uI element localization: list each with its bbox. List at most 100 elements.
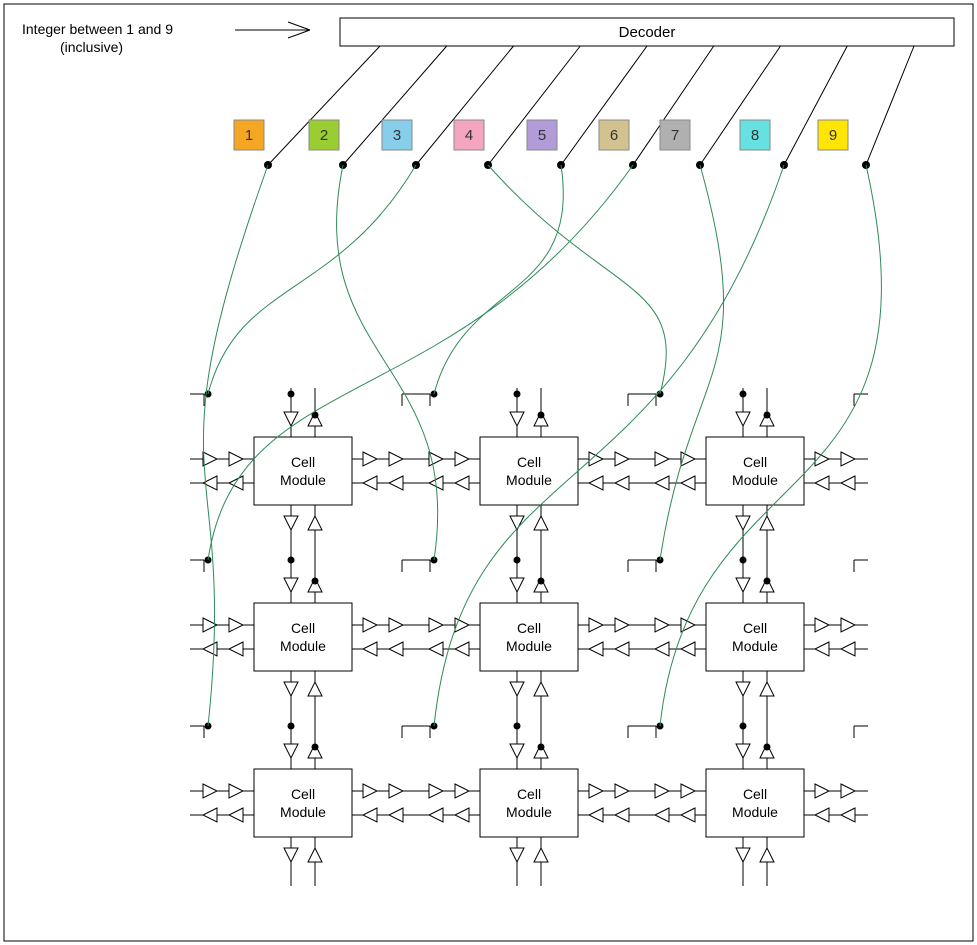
buffer-icon: [229, 476, 243, 490]
buffer-icon: [736, 682, 750, 696]
buffer-icon: [455, 808, 469, 822]
cell-tile-2-0: Cell Module: [190, 720, 416, 886]
junction-dot: [538, 412, 545, 419]
buffer-icon: [589, 784, 603, 798]
buffer-icon: [841, 476, 855, 490]
buffer-icon: [841, 452, 855, 466]
buffer-icon: [815, 642, 829, 656]
buffer-icon: [615, 618, 629, 632]
input-label-line1: Integer between 1 and 9: [22, 21, 173, 37]
cell-module-label-1: Cell: [291, 620, 315, 636]
buffer-icon: [681, 476, 695, 490]
buffer-icon: [455, 452, 469, 466]
buffer-icon: [760, 848, 774, 862]
cell-module-box: [706, 769, 804, 837]
buffer-icon: [429, 642, 443, 656]
cell-module-label-2: Module: [280, 638, 326, 654]
buffer-icon: [760, 516, 774, 530]
route-out3-to-r0c0: [208, 165, 416, 394]
buffer-icon: [615, 452, 629, 466]
buffer-icon: [229, 784, 243, 798]
buffer-icon: [389, 476, 403, 490]
buffer-icon: [510, 848, 524, 862]
junction-dot: [312, 578, 319, 585]
buffer-icon: [736, 578, 750, 592]
cell-tile-2-2: CellModule: [642, 720, 868, 886]
buffer-icon: [363, 452, 377, 466]
buffer-icon: [615, 642, 629, 656]
buffer-icon: [655, 476, 669, 490]
buffer-icon: [455, 476, 469, 490]
cell-module-label-1: Cell: [517, 786, 541, 802]
cell-module-label-1: Cell: [743, 620, 767, 636]
decoder-value-label-3: 3: [393, 127, 401, 144]
cell-module-label-2: Module: [280, 804, 326, 820]
cell-tile-0-0: CellModule: [190, 388, 416, 554]
buffer-icon: [229, 618, 243, 632]
cell-module-box: [254, 603, 352, 671]
junction-dot: [764, 744, 771, 751]
cell-module-label-1: Cell: [743, 786, 767, 802]
buffer-icon: [681, 808, 695, 822]
buffer-icon: [455, 784, 469, 798]
route-out5-to-r0c1: [434, 165, 563, 394]
buffer-icon: [363, 618, 377, 632]
buffer-icon: [389, 618, 403, 632]
buffer-icon: [510, 412, 524, 426]
junction-dot: [514, 723, 521, 730]
decoder-value-label-5: 5: [538, 127, 546, 144]
cell-module-label-1: Cell: [517, 620, 541, 636]
cell-module-label-1: Cell: [291, 786, 315, 802]
cell-module-box: [706, 603, 804, 671]
cell-module-label-1: Cell: [517, 454, 541, 470]
junction-dot: [288, 557, 295, 564]
cell-module-label-2: Module: [506, 472, 552, 488]
buffer-icon: [841, 784, 855, 798]
buffer-icon: [429, 618, 443, 632]
cell-module-label-2: Module: [732, 472, 778, 488]
buffer-icon: [363, 642, 377, 656]
buffer-icon: [389, 784, 403, 798]
buffer-icon: [284, 516, 298, 530]
buffer-icon: [203, 808, 217, 822]
input-label-line2: (inclusive): [60, 39, 123, 55]
decoder-output-wire-9: [866, 46, 914, 165]
decoder-value-label-9: 9: [829, 127, 837, 144]
cell-module-label-1: Cell: [743, 454, 767, 470]
junction-dot: [288, 723, 295, 730]
buffer-icon: [363, 784, 377, 798]
buffer-icon: [589, 618, 603, 632]
buffer-icon: [815, 808, 829, 822]
buffer-icon: [229, 808, 243, 822]
decoder-value-label-6: 6: [610, 127, 618, 144]
buffer-icon: [615, 808, 629, 822]
buffer-icon: [203, 784, 217, 798]
buffer-icon: [389, 642, 403, 656]
cell-module-label-1: Cell: [291, 454, 315, 470]
junction-dot: [312, 744, 319, 751]
buffer-icon: [815, 476, 829, 490]
buffer-icon: [510, 682, 524, 696]
buffer-icon: [736, 412, 750, 426]
buffer-icon: [655, 808, 669, 822]
cell-tile-2-1: CellModule: [416, 720, 642, 886]
buffer-icon: [736, 744, 750, 758]
buffer-icon: [229, 642, 243, 656]
buffer-icon: [736, 516, 750, 530]
cell-tile-1-0: Cell Module: [190, 554, 416, 720]
buffer-icon: [736, 848, 750, 862]
buffer-icon: [534, 682, 548, 696]
cell-module-box: [706, 437, 804, 505]
cell-module-box: [480, 603, 578, 671]
buffer-icon: [655, 452, 669, 466]
buffer-icon: [760, 682, 774, 696]
buffer-icon: [389, 808, 403, 822]
junction-dot: [740, 723, 747, 730]
cell-tile-1-2: CellModule: [642, 554, 868, 720]
buffer-icon: [510, 744, 524, 758]
buffer-icon: [308, 682, 322, 696]
cell-module-box: [254, 437, 352, 505]
decoder-value-label-8: 8: [751, 127, 759, 144]
junction-dot: [740, 557, 747, 564]
buffer-icon: [681, 642, 695, 656]
